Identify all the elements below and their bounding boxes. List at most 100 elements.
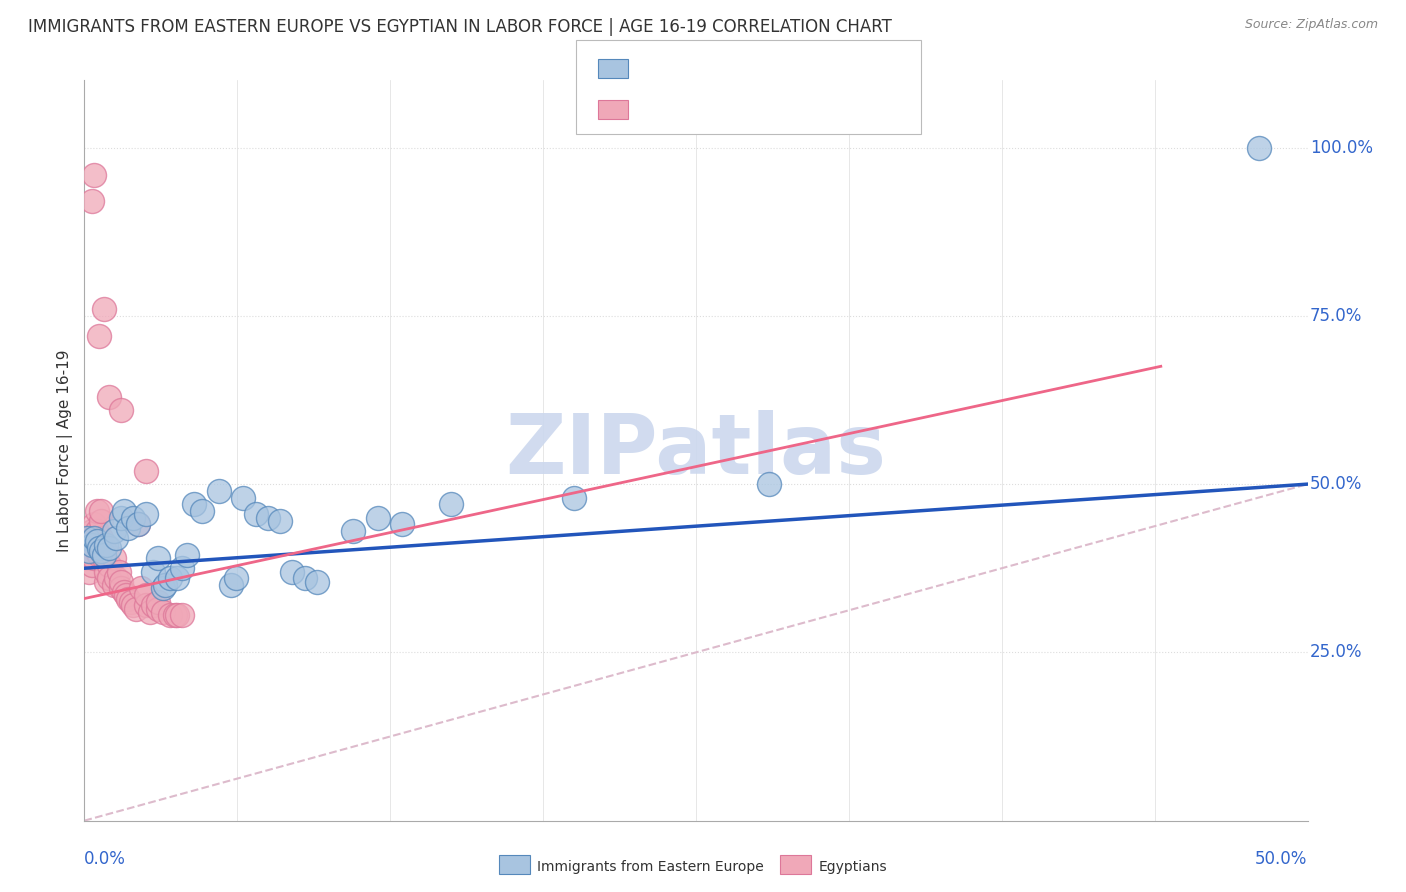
Text: 0.0%: 0.0% xyxy=(84,850,127,868)
Point xyxy=(90,544,112,558)
Point xyxy=(93,541,115,555)
Point xyxy=(96,574,118,589)
Point xyxy=(83,551,105,566)
Point xyxy=(127,517,149,532)
Text: 25.0%: 25.0% xyxy=(1310,643,1362,661)
Point xyxy=(281,565,304,579)
Point xyxy=(225,571,247,585)
Point xyxy=(86,534,108,549)
Point xyxy=(86,524,108,539)
Point xyxy=(146,595,169,609)
Point xyxy=(93,302,115,317)
Text: Egyptians: Egyptians xyxy=(818,860,887,874)
Point xyxy=(166,608,188,623)
Point xyxy=(163,608,186,623)
Point xyxy=(83,517,105,532)
Point xyxy=(1247,140,1270,154)
Point xyxy=(110,403,132,417)
Point xyxy=(76,544,98,558)
Point xyxy=(112,504,135,518)
Point xyxy=(107,565,129,579)
Point xyxy=(80,534,103,549)
Point xyxy=(87,541,110,555)
Point xyxy=(103,524,125,539)
Point xyxy=(257,510,280,524)
Point xyxy=(305,574,328,589)
Point xyxy=(90,514,112,528)
Point xyxy=(110,582,132,596)
Point xyxy=(166,571,188,585)
Point xyxy=(83,531,105,545)
Point xyxy=(232,491,254,505)
Text: ZIPatlas: ZIPatlas xyxy=(506,410,886,491)
Point xyxy=(110,574,132,589)
Point xyxy=(129,582,152,596)
Point xyxy=(96,538,118,552)
Point xyxy=(103,551,125,566)
Point xyxy=(97,571,120,585)
Point xyxy=(172,561,194,575)
Point xyxy=(135,508,157,522)
Point xyxy=(90,504,112,518)
Point xyxy=(83,531,105,545)
Text: 50.0%: 50.0% xyxy=(1256,850,1308,868)
Text: 100.0%: 100.0% xyxy=(1310,138,1374,157)
Point xyxy=(97,390,120,404)
Point xyxy=(159,608,181,623)
Point xyxy=(135,464,157,478)
Text: Source: ZipAtlas.com: Source: ZipAtlas.com xyxy=(1244,18,1378,31)
Point xyxy=(562,491,585,505)
Point xyxy=(110,510,132,524)
Point xyxy=(152,582,174,596)
Text: R =  0.296   N = 45: R = 0.296 N = 45 xyxy=(637,60,828,78)
Point xyxy=(96,565,118,579)
Point xyxy=(86,544,108,558)
Point xyxy=(219,578,242,592)
Point xyxy=(80,558,103,572)
Point xyxy=(87,538,110,552)
Point xyxy=(191,504,214,518)
Point xyxy=(367,510,389,524)
Point xyxy=(103,578,125,592)
Text: R =  0.404   N = 55: R = 0.404 N = 55 xyxy=(637,101,828,119)
Point xyxy=(115,588,138,602)
Point xyxy=(76,531,98,545)
Point xyxy=(93,548,115,562)
Point xyxy=(105,571,128,585)
Point xyxy=(159,571,181,585)
Point xyxy=(135,588,157,602)
Point xyxy=(76,551,98,566)
Point xyxy=(83,168,105,182)
Point xyxy=(125,601,148,615)
Point xyxy=(90,531,112,545)
Point xyxy=(440,497,463,511)
Point xyxy=(342,524,364,539)
Point xyxy=(142,599,165,613)
Point xyxy=(105,531,128,545)
Point xyxy=(172,608,194,623)
Point xyxy=(77,565,100,579)
Text: 75.0%: 75.0% xyxy=(1310,307,1362,325)
Point xyxy=(87,548,110,562)
Point xyxy=(87,329,110,343)
Point xyxy=(77,548,100,562)
Point xyxy=(153,578,176,592)
Y-axis label: In Labor Force | Age 16-19: In Labor Force | Age 16-19 xyxy=(58,349,73,552)
Point xyxy=(127,517,149,532)
Point xyxy=(93,551,115,566)
Point xyxy=(77,544,100,558)
Text: 50.0%: 50.0% xyxy=(1310,475,1362,493)
Point xyxy=(294,571,316,585)
Point xyxy=(152,605,174,619)
Point xyxy=(208,483,231,498)
Point xyxy=(80,194,103,209)
Point xyxy=(117,591,139,606)
Point xyxy=(245,508,267,522)
Point xyxy=(80,524,103,539)
Point xyxy=(139,605,162,619)
Point xyxy=(269,514,291,528)
Point xyxy=(86,504,108,518)
Point xyxy=(146,551,169,566)
Point xyxy=(176,548,198,562)
Point xyxy=(80,538,103,552)
